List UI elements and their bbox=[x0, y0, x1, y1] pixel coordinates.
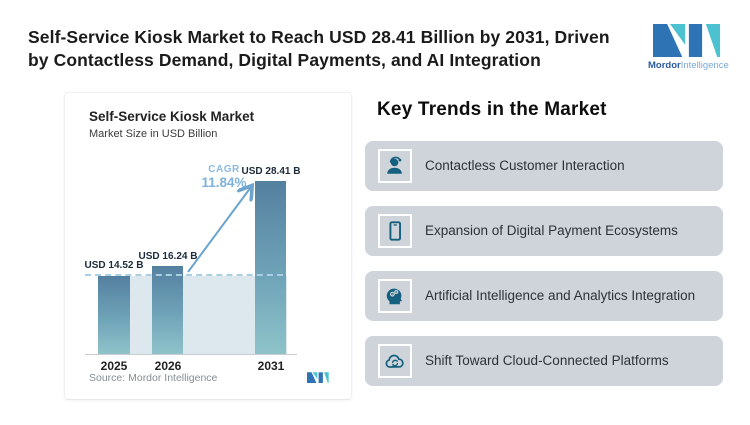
page-title: Self-Service Kiosk Market to Reach USD 2… bbox=[28, 26, 628, 72]
trend-card-contactless: Contactless Customer Interaction bbox=[365, 141, 723, 191]
digital-payment-icon bbox=[378, 214, 412, 248]
x-tick-2025: 2025 bbox=[100, 359, 128, 373]
headline-line-2: by Contactless Demand, Digital Payments,… bbox=[28, 50, 541, 71]
chart-source-row: Source: Mordor Intelligence bbox=[89, 371, 329, 384]
x-tick-2031: 2031 bbox=[257, 359, 285, 373]
mordor-intelligence-logo-icon bbox=[653, 23, 721, 58]
headline-line-1: Self-Service Kiosk Market to Reach USD 2… bbox=[28, 27, 610, 47]
trends-heading: Key Trends in the Market bbox=[377, 99, 607, 120]
contactless-customer-icon bbox=[378, 149, 412, 183]
x-axis-line bbox=[85, 354, 297, 355]
bar-2025 bbox=[98, 276, 130, 354]
chart-subtitle: Market Size in USD Billion bbox=[89, 128, 218, 140]
mordor-intelligence-logo-small-icon bbox=[307, 372, 329, 383]
trend-label: Shift Toward Cloud-Connected Platforms bbox=[425, 353, 669, 369]
market-size-chart-card: Self-Service Kiosk Market Market Size in… bbox=[64, 92, 352, 400]
cagr-label: CAGR bbox=[208, 164, 240, 175]
cloud-platform-icon bbox=[378, 344, 412, 378]
bar-2031 bbox=[255, 181, 286, 354]
cagr-annotation: CAGR 11.84% bbox=[192, 164, 256, 190]
bar-value-2025: USD 14.52 B bbox=[84, 260, 144, 271]
trend-card-digital-payments: Expansion of Digital Payment Ecosystems bbox=[365, 206, 723, 256]
trend-card-ai-analytics: Artificial Intelligence and Analytics In… bbox=[365, 271, 723, 321]
bar-chart-plot: CAGR 11.84% USD 14.52 B USD 16.24 B USD … bbox=[65, 93, 353, 401]
source-text: Source: Mordor Intelligence bbox=[89, 371, 218, 384]
cagr-value: 11.84% bbox=[201, 175, 247, 190]
trend-card-cloud-platforms: Shift Toward Cloud-Connected Platforms bbox=[365, 336, 723, 386]
bar-value-2026: USD 16.24 B bbox=[138, 251, 198, 262]
reference-dashed-line bbox=[85, 274, 283, 276]
bar-2026 bbox=[152, 266, 183, 354]
x-tick-2026: 2026 bbox=[154, 359, 182, 373]
trend-label: Contactless Customer Interaction bbox=[425, 158, 625, 174]
chart-title: Self-Service Kiosk Market bbox=[89, 109, 255, 124]
brand-wordmark: MordorIntelligence bbox=[648, 60, 729, 71]
trend-label: Expansion of Digital Payment Ecosystems bbox=[425, 223, 678, 239]
trends-list: Contactless Customer Interaction Expansi… bbox=[365, 141, 723, 401]
brand-logo: MordorIntelligence bbox=[648, 22, 729, 71]
trend-label: Artificial Intelligence and Analytics In… bbox=[425, 288, 696, 304]
bar-value-2031: USD 28.41 B bbox=[241, 166, 301, 177]
ai-analytics-icon bbox=[378, 279, 412, 313]
